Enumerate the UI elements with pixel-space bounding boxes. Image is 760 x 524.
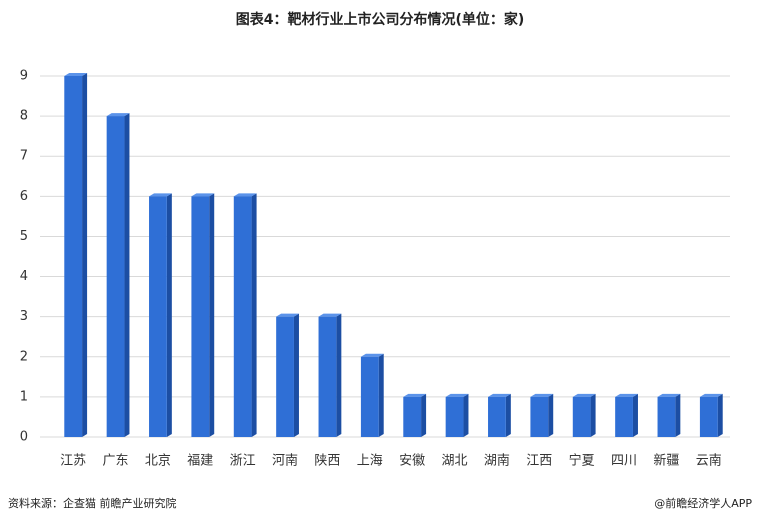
bar-face [106, 113, 130, 117]
source: 资料来源：企查猫 前瞻产业研究院 [8, 496, 177, 510]
bar-face [632, 393, 638, 437]
y-tick-label: 7 [20, 149, 28, 164]
y-tick-label: 0 [20, 430, 28, 445]
bar-face [191, 193, 215, 197]
bar-face [675, 393, 681, 437]
x-tick-label: 陕西 [314, 454, 340, 469]
bar [106, 113, 130, 437]
y-tick-label: 8 [20, 109, 28, 124]
bar-face [548, 393, 554, 437]
x-tick-label: 安徽 [399, 454, 425, 469]
bar-face [590, 393, 596, 437]
x-tick-label: 河南 [272, 453, 298, 469]
bar-face [233, 196, 252, 437]
bar-face [149, 196, 167, 437]
y-tick-label: 9 [20, 69, 28, 84]
bar-face [403, 393, 427, 397]
bar-face [505, 393, 511, 437]
y-tick-label: 2 [20, 349, 28, 364]
bar-face [233, 193, 257, 197]
y-tick-label: 4 [20, 269, 28, 284]
bar-face [615, 393, 638, 397]
x-tick-label: 北京 [145, 454, 171, 469]
bar-face [403, 396, 422, 437]
x-tick-label: 云南 [696, 453, 722, 469]
bar-face [360, 356, 379, 437]
bar-face [209, 193, 215, 437]
x-tick-label: 广东 [103, 454, 129, 469]
bar-face [615, 396, 633, 437]
bar-face [530, 393, 554, 397]
bar [276, 313, 299, 437]
bar-face [64, 73, 88, 76]
bar-face [166, 193, 172, 437]
bar-face [293, 313, 299, 437]
bar-face [251, 193, 257, 437]
bar [318, 313, 342, 437]
bar-face [64, 76, 83, 437]
bar-face [191, 196, 210, 437]
x-tick-label: 江苏 [60, 453, 86, 469]
bar-face [82, 73, 88, 437]
bar-face [657, 393, 681, 397]
y-tick-label: 6 [20, 189, 28, 204]
bar [530, 393, 554, 437]
bar-face [572, 396, 591, 437]
bar-face [717, 393, 723, 437]
credit: @前瞻经济学人APP [654, 496, 752, 510]
x-tick-label: 湖北 [442, 454, 468, 469]
bar-face [445, 396, 464, 437]
bar-face [699, 396, 718, 437]
bar-face [149, 193, 172, 197]
x-tick-label: 四川 [611, 454, 637, 469]
x-tick-label: 上海 [357, 454, 383, 469]
bar-face [488, 393, 511, 397]
bar [403, 393, 427, 437]
y-tick-label: 1 [20, 389, 28, 404]
bar-face [336, 313, 342, 437]
bar-face [463, 393, 469, 437]
bar-face [445, 393, 469, 397]
bar-face [488, 396, 506, 437]
bar-face [106, 116, 125, 437]
chart-title: 图表4：靶材行业上市公司分布情况(单位：家) [236, 11, 525, 28]
bar-face [318, 313, 342, 317]
x-tick-label: 福建 [187, 454, 213, 469]
bar [64, 73, 88, 437]
bar-face [276, 313, 299, 317]
bar-face [276, 316, 294, 437]
bar [488, 393, 511, 437]
bar-face [699, 393, 723, 397]
bar-face [421, 393, 427, 437]
bar [445, 393, 469, 437]
bar [233, 193, 257, 437]
bar [191, 193, 215, 437]
x-tick-label: 宁夏 [569, 453, 595, 469]
y-tick-label: 3 [20, 309, 28, 324]
bar-face [530, 396, 549, 437]
bar-face [657, 396, 676, 437]
x-tick-label: 湖南 [484, 453, 510, 469]
bar-face [124, 113, 130, 437]
bar-face [318, 316, 337, 437]
bar [657, 393, 681, 437]
bar [572, 393, 596, 437]
bar [615, 393, 638, 437]
bar [699, 393, 723, 437]
x-tick-label: 浙江 [230, 454, 256, 469]
x-tick-label: 新疆 [653, 453, 679, 469]
y-tick-label: 5 [20, 229, 28, 244]
bar [360, 353, 384, 437]
bar-face [378, 353, 384, 437]
bar [149, 193, 172, 437]
x-tick-label: 江西 [526, 454, 552, 469]
bar-face [360, 353, 384, 357]
bar-face [572, 393, 596, 397]
